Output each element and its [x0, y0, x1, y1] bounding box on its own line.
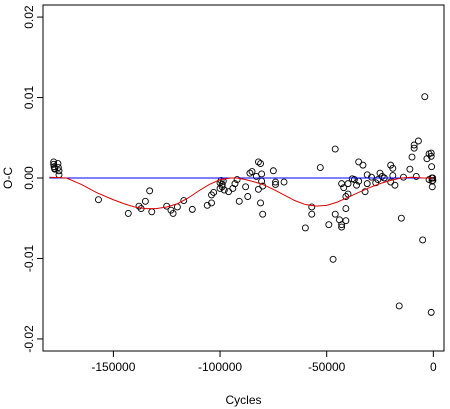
data-point	[124, 209, 132, 217]
data-point	[254, 158, 262, 166]
data-point	[408, 153, 416, 161]
data-point	[135, 202, 143, 210]
data-point	[316, 164, 324, 171]
data-point	[54, 164, 62, 171]
data-point	[368, 173, 375, 181]
x-axis-label: Cycles	[225, 393, 261, 407]
data-point	[389, 172, 397, 180]
x-tick-label: -50000	[308, 360, 346, 374]
data-point	[428, 163, 436, 171]
data-point	[389, 164, 397, 172]
data-point	[419, 236, 427, 244]
data-point	[353, 181, 360, 189]
data-point	[180, 197, 188, 204]
data-point	[233, 176, 241, 184]
data-point	[248, 168, 256, 176]
y-tick-label: 0.01	[22, 86, 36, 110]
data-point	[225, 188, 233, 196]
data-point	[55, 167, 63, 175]
data-point	[427, 308, 435, 316]
x-tick-label: -100000	[198, 360, 242, 374]
data-point	[387, 178, 395, 186]
data-point	[340, 184, 348, 192]
data-point	[216, 185, 224, 192]
data-point	[188, 205, 196, 213]
data-point	[395, 302, 403, 310]
data-point	[338, 221, 346, 229]
data-point	[355, 158, 363, 166]
data-point	[308, 210, 316, 218]
data-point	[258, 170, 266, 178]
data-point	[51, 165, 59, 173]
data-point	[272, 178, 279, 186]
data-point	[50, 158, 58, 166]
data-point	[231, 180, 239, 188]
axis-labels: Cycles O-C	[1, 167, 262, 407]
data-point	[141, 197, 149, 205]
y-tick-label: -0.01	[22, 244, 36, 272]
data-point	[259, 210, 267, 218]
data-point	[428, 183, 436, 191]
data-point	[363, 180, 371, 188]
y-tick-label: 0.02	[22, 5, 36, 29]
data-point	[257, 160, 265, 167]
data-point	[406, 165, 414, 173]
data-point	[329, 255, 337, 263]
data-point	[414, 137, 422, 145]
data-point	[208, 199, 215, 207]
data-point	[254, 185, 262, 193]
data-point	[421, 93, 429, 101]
data-point	[210, 189, 218, 196]
data-point	[338, 223, 346, 231]
data-point	[359, 161, 367, 169]
data-point	[208, 191, 215, 199]
data-point	[344, 180, 352, 188]
data-point	[269, 167, 277, 175]
data-point	[50, 160, 58, 168]
data-point	[331, 145, 339, 153]
data-point	[331, 210, 339, 218]
y-tick-label: 0.00	[22, 166, 36, 190]
data-point	[280, 178, 288, 186]
data-point	[397, 214, 405, 222]
axes: -150000 -100000 -50000 0 -0.02 -0.01 0.00 0.01 0…	[22, 4, 445, 374]
data-point	[361, 188, 369, 196]
data-point	[54, 160, 62, 167]
data-point	[272, 180, 279, 188]
data-point	[235, 197, 243, 205]
data-point	[427, 149, 435, 157]
data-point	[301, 224, 309, 232]
data-point	[148, 208, 156, 216]
x-tick-label: -150000	[91, 360, 135, 374]
data-point	[308, 203, 316, 211]
data-point	[391, 181, 399, 189]
y-axis-label: O-C	[1, 167, 15, 189]
x-tick-label: 0	[430, 360, 437, 374]
data-point	[169, 209, 177, 217]
data-point	[410, 144, 418, 152]
y-tick-label: -0.02	[22, 325, 36, 353]
data-point	[325, 221, 333, 229]
data-point	[342, 217, 350, 225]
data-point	[378, 172, 386, 180]
data-point	[427, 152, 435, 160]
data-point	[220, 186, 228, 194]
data-point	[342, 205, 350, 213]
fit-curve	[49, 176, 434, 210]
data-point	[244, 193, 252, 200]
data-point	[55, 171, 63, 179]
data-point	[242, 183, 250, 191]
data-point	[257, 199, 265, 207]
data-point	[429, 176, 437, 184]
data-point	[246, 169, 254, 177]
series-layer	[49, 93, 437, 316]
data-point	[95, 196, 102, 204]
data-point	[374, 176, 382, 184]
data-point	[410, 141, 418, 149]
data-point	[146, 187, 154, 195]
data-point	[412, 172, 420, 180]
